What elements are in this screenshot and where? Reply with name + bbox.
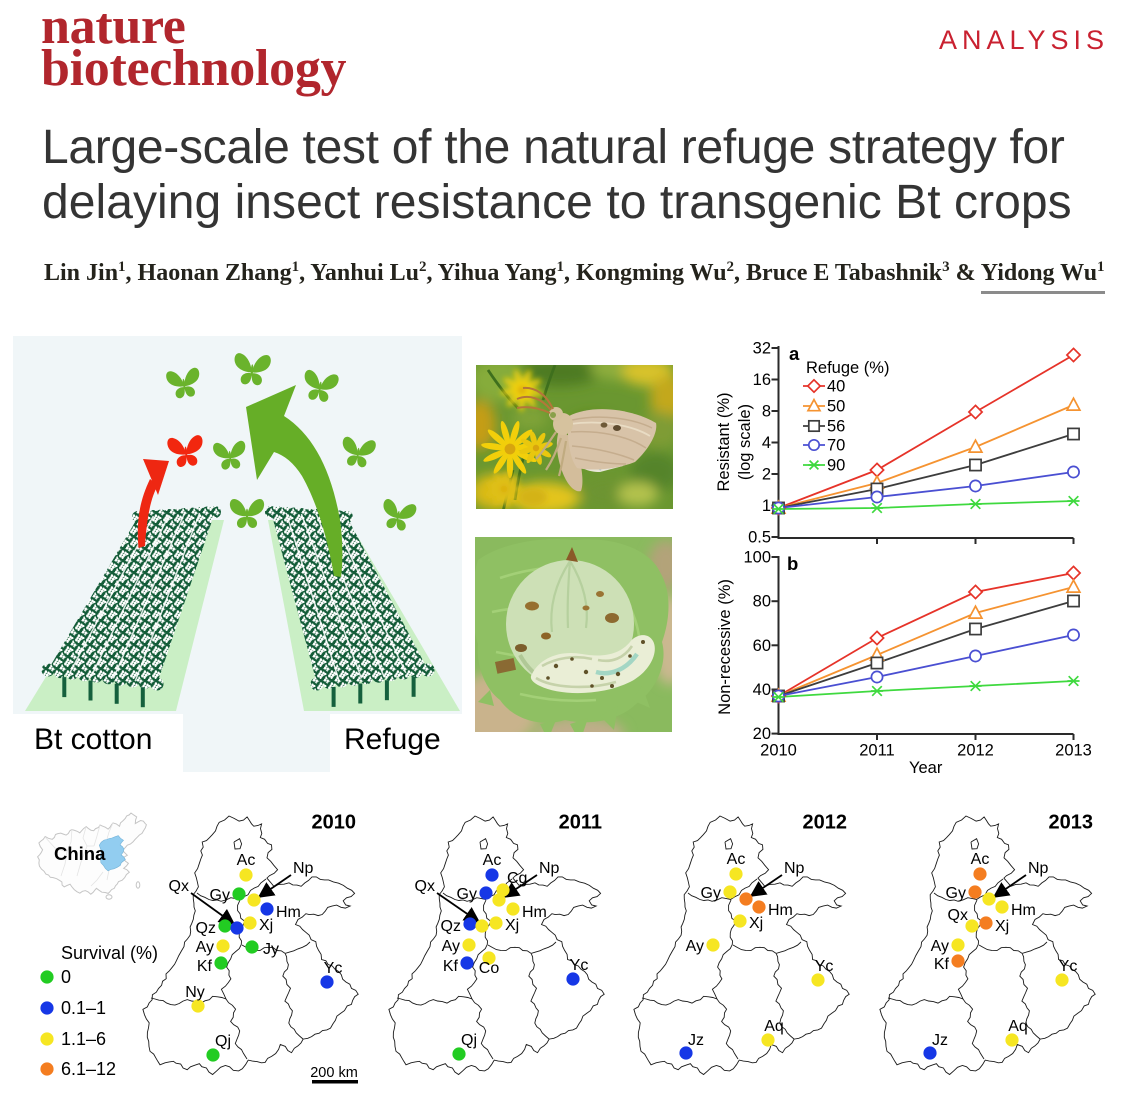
svg-text:50: 50 <box>827 398 845 416</box>
svg-text:Qx: Qx <box>169 878 189 895</box>
svg-text:Gy: Gy <box>701 885 721 902</box>
svg-text:Kf: Kf <box>197 958 213 975</box>
svg-text:Ny: Ny <box>185 984 205 1001</box>
svg-text:Qz: Qz <box>441 918 461 935</box>
svg-text:Hm: Hm <box>276 904 301 921</box>
svg-text:Ac: Ac <box>727 851 746 868</box>
svg-text:Non-recessive (%): Non-recessive (%) <box>716 579 734 715</box>
svg-text:8: 8 <box>762 403 771 421</box>
svg-text:Xj: Xj <box>749 915 763 932</box>
svg-text:2010: 2010 <box>760 742 797 760</box>
svg-text:Bt cotton: Bt cotton <box>34 723 152 756</box>
svg-text:0: 0 <box>61 967 71 987</box>
svg-text:Qx: Qx <box>415 878 435 895</box>
svg-text:32: 32 <box>753 340 771 358</box>
svg-text:Yc: Yc <box>1059 958 1078 975</box>
svg-text:Np: Np <box>293 860 314 877</box>
svg-text:Xj: Xj <box>995 918 1009 935</box>
svg-text:Ac: Ac <box>483 852 502 869</box>
svg-text:Ac: Ac <box>971 851 990 868</box>
svg-text:Yc: Yc <box>570 957 589 974</box>
svg-text:Aq: Aq <box>764 1018 784 1035</box>
svg-text:Ay: Ay <box>196 939 214 956</box>
svg-text:Co: Co <box>479 960 500 977</box>
svg-text:Gy: Gy <box>457 886 477 903</box>
svg-text:b: b <box>787 553 798 574</box>
svg-text:Ac: Ac <box>237 852 256 869</box>
svg-text:Jz: Jz <box>932 1032 948 1049</box>
svg-text:(log scale): (log scale) <box>736 404 754 480</box>
svg-text:56: 56 <box>827 418 845 436</box>
svg-text:Hm: Hm <box>522 904 547 921</box>
svg-text:2013: 2013 <box>1055 742 1092 760</box>
svg-text:2: 2 <box>762 466 771 484</box>
svg-text:20: 20 <box>753 725 771 743</box>
svg-text:Survival (%): Survival (%) <box>61 943 158 963</box>
svg-text:1.1–6: 1.1–6 <box>61 1029 106 1049</box>
svg-text:Ay: Ay <box>931 938 949 955</box>
svg-text:40: 40 <box>827 378 845 396</box>
svg-text:90: 90 <box>827 457 845 475</box>
svg-text:Kf: Kf <box>443 958 459 975</box>
svg-text:Gy: Gy <box>210 887 230 904</box>
svg-text:Np: Np <box>784 860 805 877</box>
svg-text:Refuge: Refuge <box>344 723 441 756</box>
svg-text:40: 40 <box>753 681 771 699</box>
svg-text:Hm: Hm <box>768 902 793 919</box>
svg-text:Xj: Xj <box>259 917 273 934</box>
svg-text:Qz: Qz <box>196 920 216 937</box>
svg-text:60: 60 <box>753 637 771 655</box>
svg-text:200 km: 200 km <box>310 1065 358 1081</box>
svg-text:6.1–12: 6.1–12 <box>61 1059 116 1079</box>
svg-text:4: 4 <box>762 434 771 452</box>
svg-text:Yc: Yc <box>324 960 343 977</box>
svg-text:Np: Np <box>1028 860 1049 877</box>
svg-text:2012: 2012 <box>957 742 994 760</box>
svg-text:Qx: Qx <box>948 907 968 924</box>
svg-text:2011: 2011 <box>859 742 894 760</box>
svg-text:100: 100 <box>743 549 771 567</box>
svg-text:0.5: 0.5 <box>748 529 771 547</box>
svg-text:2011: 2011 <box>559 812 602 834</box>
svg-text:1: 1 <box>762 497 771 515</box>
svg-text:Aq: Aq <box>1008 1018 1028 1035</box>
svg-text:Hm: Hm <box>1011 902 1036 919</box>
svg-text:a: a <box>789 343 800 364</box>
svg-text:Year: Year <box>909 759 943 777</box>
svg-text:80: 80 <box>753 593 771 611</box>
svg-text:Ay: Ay <box>686 938 704 955</box>
svg-text:Yc: Yc <box>815 958 834 975</box>
svg-text:China: China <box>54 843 106 864</box>
svg-text:0.1–1: 0.1–1 <box>61 998 106 1018</box>
svg-text:Gy: Gy <box>946 885 966 902</box>
svg-text:Xj: Xj <box>505 917 519 934</box>
svg-text:Kf: Kf <box>934 956 950 973</box>
svg-text:Qj: Qj <box>461 1032 477 1049</box>
svg-text:16: 16 <box>753 371 771 389</box>
svg-text:Jy: Jy <box>263 941 279 958</box>
svg-text:2013: 2013 <box>1049 812 1094 834</box>
svg-text:Np: Np <box>539 860 560 877</box>
svg-text:2010: 2010 <box>312 812 357 834</box>
svg-text:Jz: Jz <box>688 1032 704 1049</box>
svg-text:Cg: Cg <box>507 870 527 887</box>
svg-text:Refuge (%): Refuge (%) <box>806 359 889 377</box>
svg-text:Qj: Qj <box>215 1033 231 1050</box>
svg-text:70: 70 <box>827 437 845 455</box>
svg-text:Ay: Ay <box>442 938 460 955</box>
svg-text:2012: 2012 <box>803 812 848 834</box>
svg-text:Resistant (%): Resistant (%) <box>715 392 733 491</box>
